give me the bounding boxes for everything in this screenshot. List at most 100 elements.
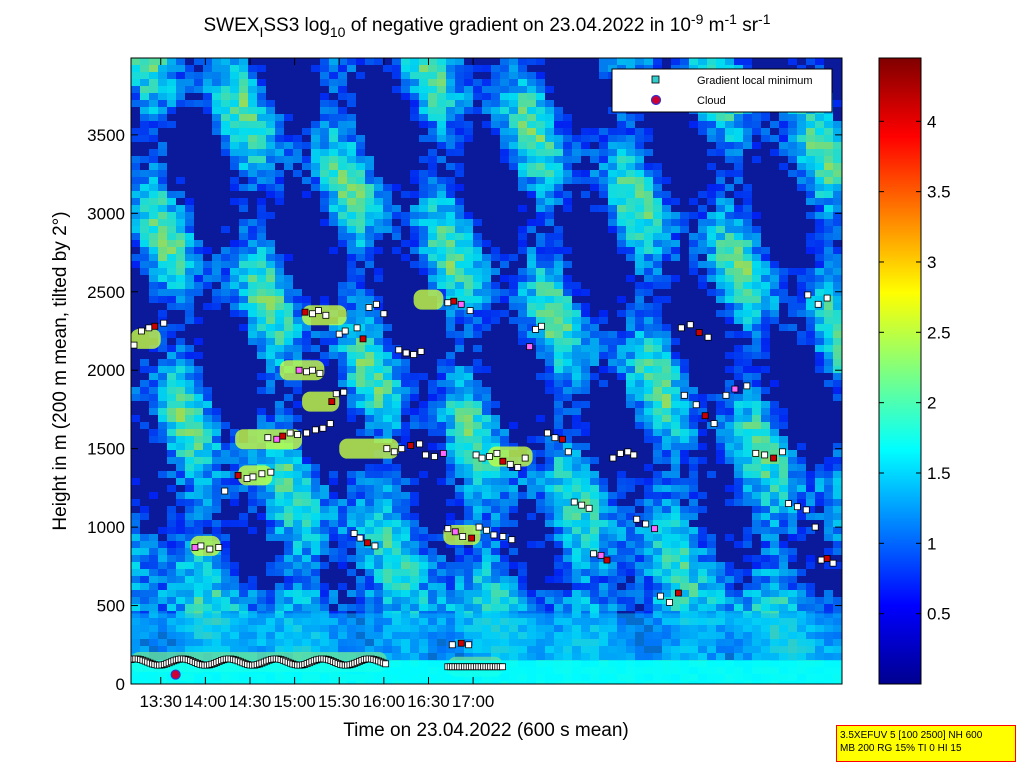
heatmap-cell [248, 583, 257, 590]
heatmap-cell [230, 72, 239, 79]
heatmap-cell [536, 163, 545, 170]
heatmap-cell [203, 86, 212, 93]
heatmap-cell [716, 149, 725, 156]
heatmap-cell [734, 604, 743, 611]
heatmap-cell [554, 534, 563, 541]
heatmap-cell [311, 121, 320, 128]
heatmap-cell [797, 464, 806, 471]
heatmap-cell [149, 247, 158, 254]
heatmap-cell [779, 590, 788, 597]
heatmap-cell [824, 163, 833, 170]
heatmap-cell [266, 415, 275, 422]
heatmap-cell [833, 380, 842, 387]
heatmap-cell [662, 373, 671, 380]
heatmap-cell [320, 79, 329, 86]
heatmap-cell [689, 212, 698, 219]
heatmap-cell [680, 485, 689, 492]
heatmap-cell [410, 170, 419, 177]
heatmap-cell [446, 275, 455, 282]
heatmap-cell [572, 352, 581, 359]
heatmap-cell [365, 597, 374, 604]
heatmap-cell [761, 590, 770, 597]
heatmap-cell [365, 562, 374, 569]
heatmap-cell [725, 205, 734, 212]
heatmap-cell [131, 191, 140, 198]
heatmap-cell [455, 149, 464, 156]
heatmap-cell [257, 135, 266, 142]
heatmap-cell [734, 289, 743, 296]
heatmap-cell [509, 149, 518, 156]
heatmap-cell [392, 604, 401, 611]
heatmap-cell [698, 576, 707, 583]
heatmap-cell [419, 569, 428, 576]
heatmap-cell [338, 114, 347, 121]
heatmap-cell [536, 100, 545, 107]
heatmap-cell [608, 590, 617, 597]
heatmap-cell [167, 240, 176, 247]
heatmap-cell [581, 289, 590, 296]
heatmap-cell [428, 198, 437, 205]
heatmap-cell [734, 569, 743, 576]
heatmap-cell [140, 93, 149, 100]
heatmap-cell [734, 597, 743, 604]
heatmap-cell [392, 373, 401, 380]
heatmap-cell [410, 604, 419, 611]
heatmap-cell [383, 387, 392, 394]
heatmap-cell [410, 387, 419, 394]
heatmap-cell [563, 352, 572, 359]
heatmap-cell [536, 142, 545, 149]
heatmap-cell [167, 415, 176, 422]
heatmap-cell [545, 576, 554, 583]
heatmap-cell [590, 359, 599, 366]
heatmap-cell [536, 317, 545, 324]
heatmap-cell [617, 191, 626, 198]
heatmap-cell [455, 121, 464, 128]
heatmap-cell [572, 429, 581, 436]
heatmap-cell [248, 240, 257, 247]
heatmap-cell [608, 219, 617, 226]
heatmap-cell [725, 170, 734, 177]
heatmap-cell [464, 65, 473, 72]
heatmap-cell [455, 219, 464, 226]
heatmap-cell [680, 443, 689, 450]
heatmap-cell [140, 72, 149, 79]
heatmap-cell [788, 457, 797, 464]
heatmap-cell [545, 352, 554, 359]
heatmap-cell [176, 373, 185, 380]
heatmap-cell [779, 464, 788, 471]
heatmap-cell [581, 548, 590, 555]
heatmap-cell [464, 604, 473, 611]
heatmap-cell [770, 149, 779, 156]
heatmap-cell [158, 555, 167, 562]
heatmap-cell [374, 506, 383, 513]
heatmap-cell [554, 520, 563, 527]
heatmap-cell [563, 128, 572, 135]
heatmap-cell [770, 555, 779, 562]
heatmap-cell [599, 569, 608, 576]
heatmap-cell [635, 359, 644, 366]
heatmap-cell [248, 597, 257, 604]
heatmap-cell [275, 527, 284, 534]
heatmap-cell [734, 114, 743, 121]
heatmap-cell [725, 128, 734, 135]
heatmap-cell [482, 317, 491, 324]
heatmap-cell [230, 93, 239, 100]
heatmap-cell [356, 282, 365, 289]
heatmap-cell [779, 492, 788, 499]
heatmap-cell [248, 590, 257, 597]
heatmap-cell [320, 191, 329, 198]
heatmap-cell [491, 317, 500, 324]
heatmap-cell [833, 303, 842, 310]
heatmap-cell [176, 562, 185, 569]
heatmap-cell [644, 233, 653, 240]
heatmap-cell [320, 492, 329, 499]
heatmap-cell [383, 429, 392, 436]
heatmap-cell [131, 79, 140, 86]
heatmap-cell [455, 296, 464, 303]
heatmap-cell [797, 142, 806, 149]
heatmap-cell [257, 184, 266, 191]
heatmap-cell [320, 506, 329, 513]
heatmap-cell [527, 317, 536, 324]
heatmap-cell [437, 100, 446, 107]
heatmap-cell [581, 485, 590, 492]
